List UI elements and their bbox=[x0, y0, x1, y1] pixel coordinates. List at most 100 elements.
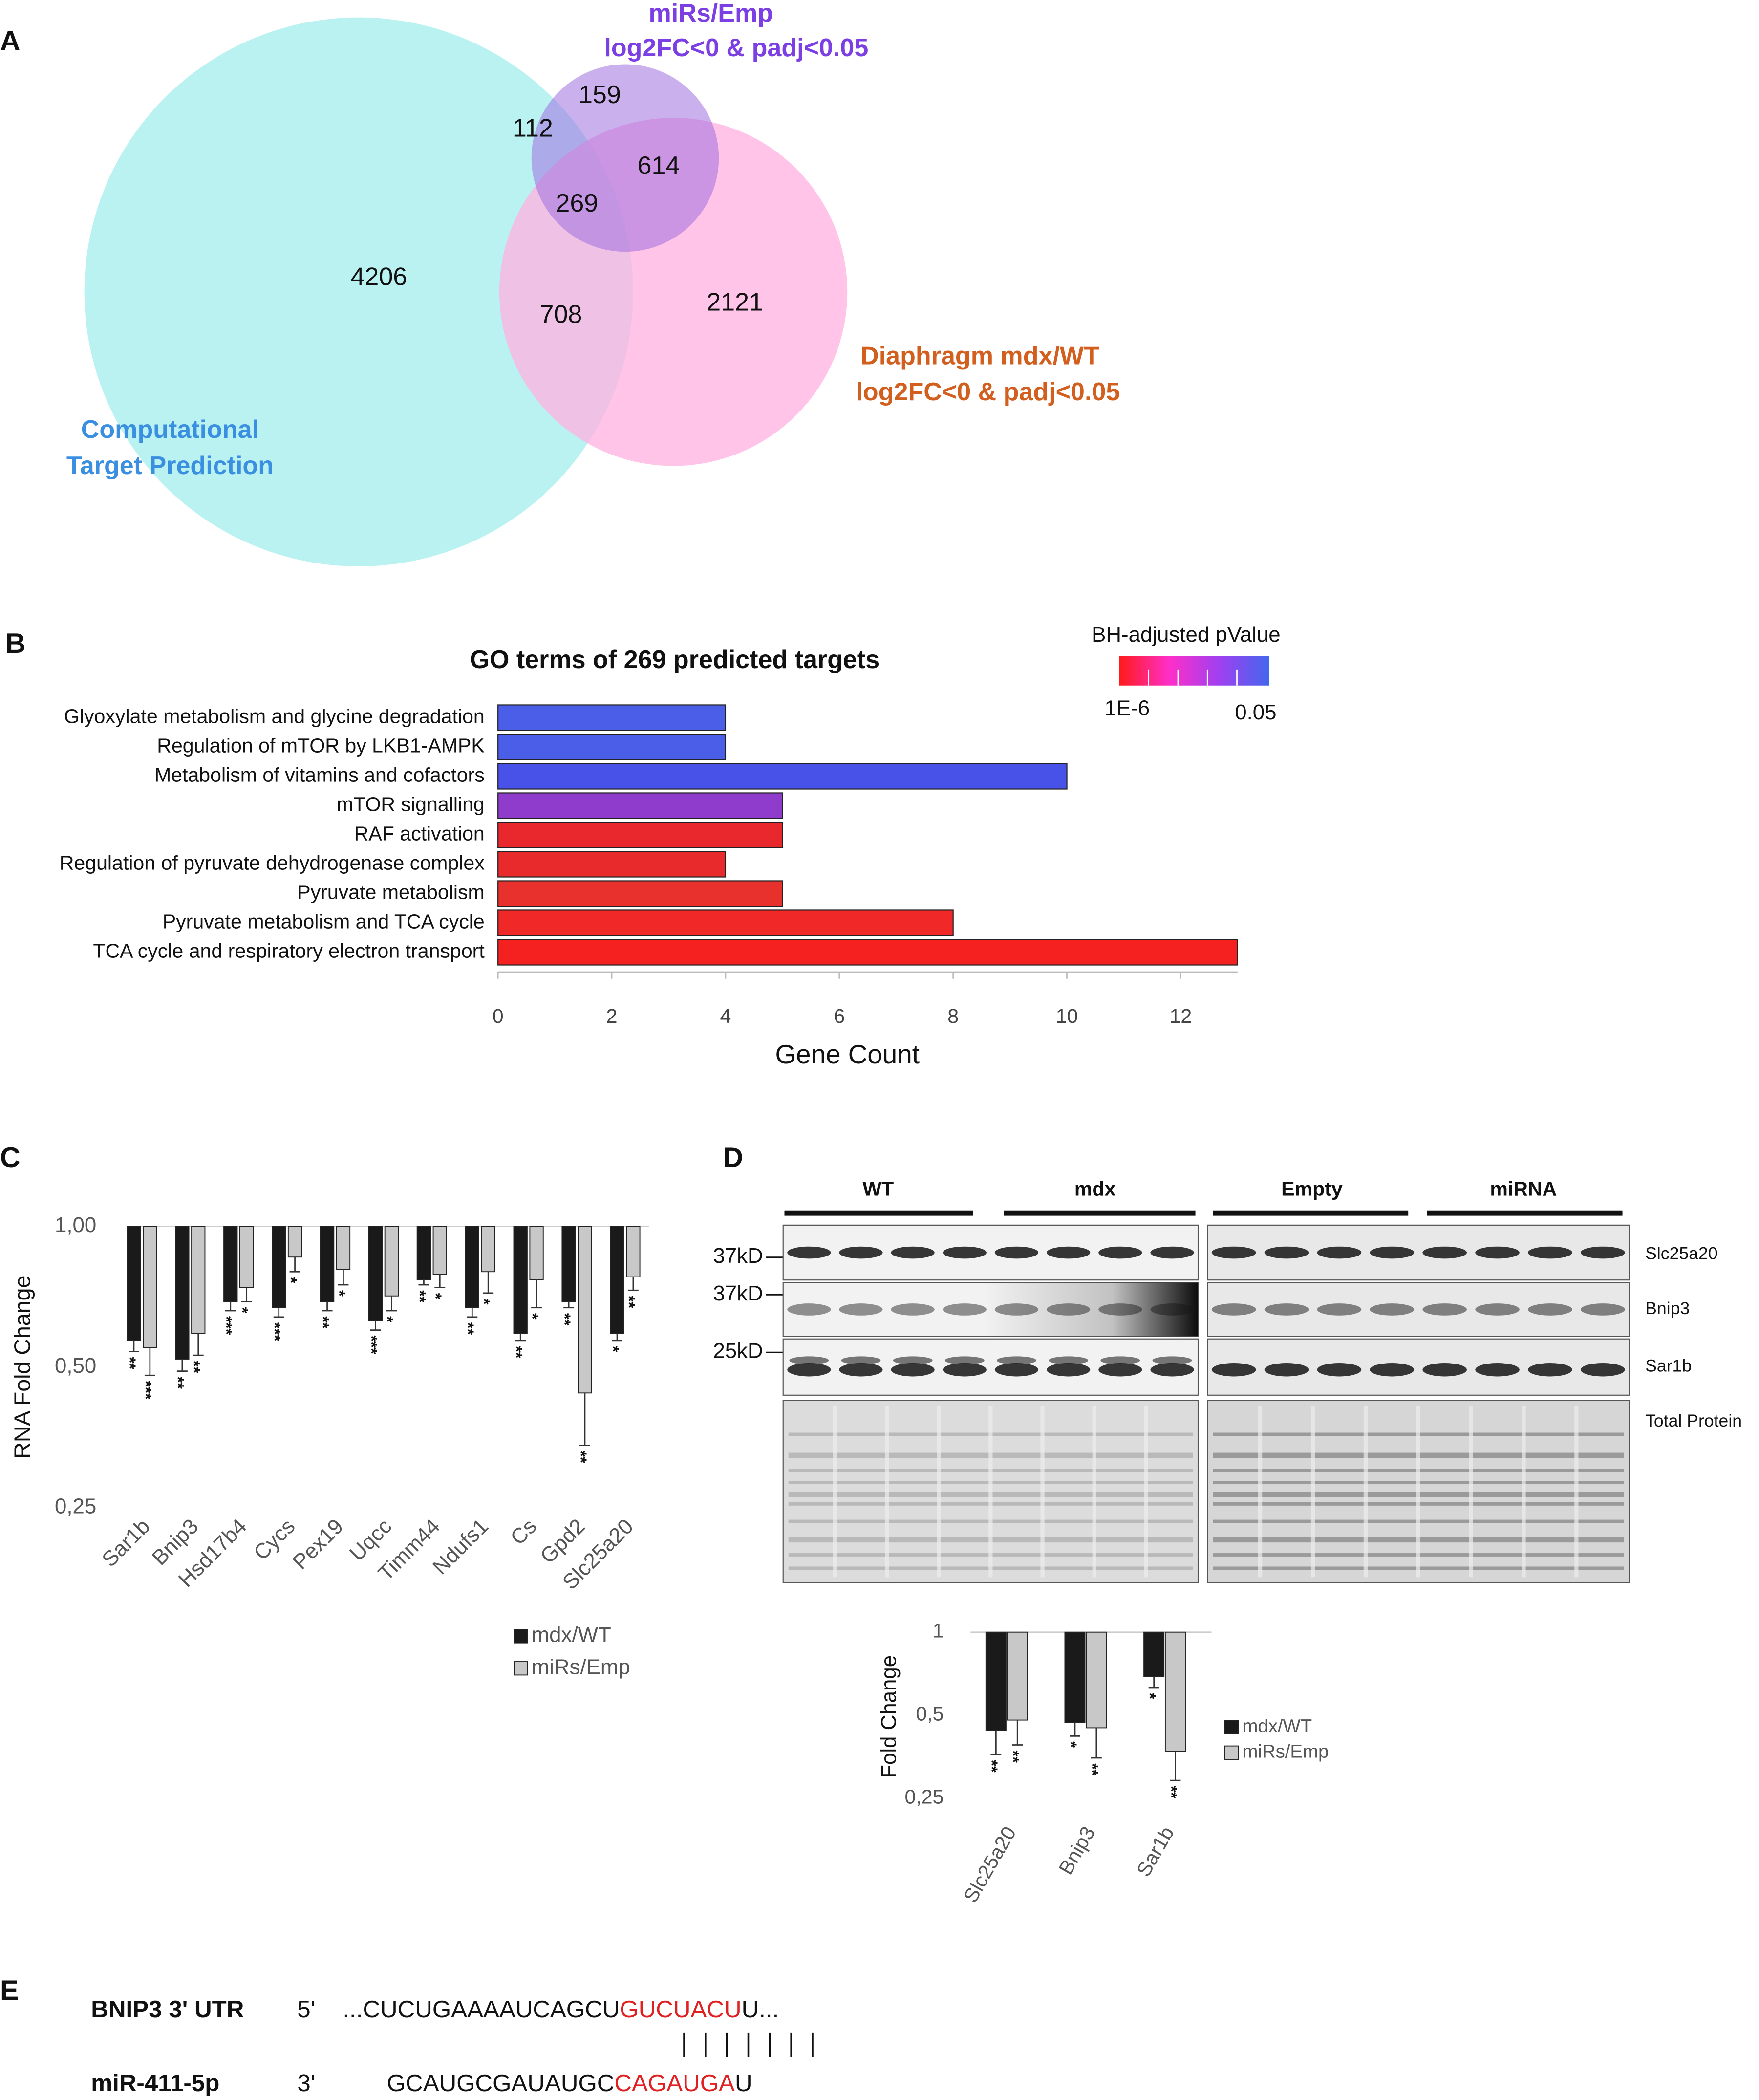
blot-band bbox=[1422, 1246, 1467, 1259]
bar bbox=[175, 1226, 190, 1360]
blot-band bbox=[789, 1356, 829, 1364]
row-label: Sar1b bbox=[1645, 1356, 1692, 1376]
bar bbox=[497, 822, 783, 848]
blot-band bbox=[1098, 1363, 1142, 1377]
legend-swatch bbox=[514, 1661, 528, 1676]
x-tick-label: 10 bbox=[1056, 1005, 1078, 1027]
blot-band bbox=[1475, 1363, 1520, 1377]
y-axis-label: Fold Change bbox=[877, 1655, 901, 1778]
significance: ** bbox=[508, 1346, 526, 1359]
blot-band bbox=[1475, 1303, 1520, 1316]
set-label: Computational bbox=[81, 415, 259, 444]
y-tick-label: 1 bbox=[933, 1620, 944, 1642]
bar bbox=[1164, 1631, 1186, 1752]
bar bbox=[223, 1226, 238, 1302]
significance: * bbox=[234, 1307, 252, 1314]
significance: ** bbox=[1005, 1750, 1023, 1763]
venn-circle bbox=[84, 17, 633, 566]
venn: miRs/Emp log2FC<0 & padj<0.05 Diaphragm … bbox=[66, 0, 1120, 566]
bar bbox=[497, 851, 727, 878]
blot-band bbox=[994, 1246, 1039, 1259]
bar bbox=[1086, 1631, 1107, 1729]
blot-band bbox=[1317, 1363, 1362, 1377]
blot-band bbox=[839, 1246, 883, 1259]
blot-shadow bbox=[984, 1282, 1199, 1337]
significance: ** bbox=[983, 1760, 1001, 1773]
panel-label: A bbox=[0, 25, 21, 57]
blot-band bbox=[839, 1363, 883, 1377]
venn-count: 269 bbox=[556, 189, 598, 217]
y-tick-label: 0,50 bbox=[55, 1354, 96, 1378]
bar bbox=[561, 1226, 576, 1302]
set-label: log2FC<0 & padj<0.05 bbox=[856, 378, 1120, 406]
blot-band bbox=[1211, 1303, 1256, 1316]
chart-title: GO terms of 269 predicted targets bbox=[470, 646, 880, 674]
blot-band bbox=[1370, 1246, 1415, 1259]
blot-band bbox=[997, 1356, 1036, 1364]
x-tick-label: 12 bbox=[1170, 1005, 1192, 1027]
blot-band bbox=[1211, 1363, 1256, 1377]
x-tick-label: Bnip3 bbox=[1054, 1822, 1099, 1878]
x-tick-label: 8 bbox=[947, 1005, 959, 1027]
x-tick-label: Sar1b bbox=[1132, 1822, 1179, 1880]
venn-count: 708 bbox=[540, 300, 582, 328]
blot-band bbox=[1528, 1363, 1572, 1377]
set-label: Diaphragm mdx/WT bbox=[860, 342, 1099, 370]
marker-label: 37kD bbox=[713, 1281, 763, 1305]
y-tick-label: 0,25 bbox=[55, 1494, 96, 1518]
blot-band bbox=[1528, 1303, 1572, 1316]
bar bbox=[191, 1226, 206, 1334]
sequence-name: BNIP3 3' UTR bbox=[91, 1996, 244, 2023]
blot-band bbox=[1581, 1303, 1625, 1316]
significance: ** bbox=[411, 1290, 429, 1303]
x-axis-label: Gene Count bbox=[775, 1039, 920, 1069]
y-tick-label: 1,00 bbox=[55, 1213, 96, 1237]
blot-band bbox=[1581, 1246, 1625, 1259]
bar bbox=[985, 1631, 1007, 1731]
set-label: log2FC<0 & padj<0.05 bbox=[604, 34, 868, 62]
legend-label: mdx/WT bbox=[1242, 1715, 1312, 1736]
blot-band bbox=[787, 1303, 831, 1316]
blot-band bbox=[1047, 1303, 1091, 1316]
x-tick-label: 4 bbox=[720, 1005, 731, 1027]
colorbar bbox=[1119, 656, 1269, 686]
blot-band bbox=[891, 1363, 935, 1377]
sequence-alignment: BNIP3 3' UTR 5' ...CUCUGAAAAUCAGCUGUCUAC… bbox=[91, 1996, 814, 2097]
blot-band bbox=[891, 1246, 935, 1259]
legend-label: miRs/Emp bbox=[1242, 1741, 1329, 1762]
blot-band bbox=[994, 1363, 1039, 1377]
y-tick-label: Regulation of pyruvate dehydrogenase com… bbox=[60, 851, 485, 874]
legend-swatch bbox=[1224, 1745, 1239, 1760]
blot-band bbox=[1264, 1303, 1309, 1316]
legend-swatch bbox=[1224, 1720, 1239, 1734]
significance: * bbox=[427, 1293, 445, 1299]
sequence: ...CUCUGAAAAUCAGCUGUCUACUU... bbox=[343, 1996, 779, 2023]
blot-band bbox=[1150, 1363, 1194, 1377]
x-tick-label: Sar1b bbox=[97, 1514, 154, 1571]
bar bbox=[1143, 1631, 1165, 1677]
colorbar-ticks bbox=[1148, 669, 1238, 686]
set-label: Target Prediction bbox=[66, 452, 274, 480]
blot-band bbox=[891, 1303, 935, 1316]
x-tick-label: 0 bbox=[493, 1005, 504, 1027]
blot-band bbox=[1047, 1363, 1091, 1377]
blot-band bbox=[1422, 1363, 1467, 1377]
significance: ** bbox=[185, 1361, 203, 1373]
blot-band bbox=[1475, 1246, 1520, 1259]
y-tick-label: Pyruvate metabolism bbox=[297, 881, 485, 903]
blot-band bbox=[1150, 1246, 1194, 1259]
x-tick-label: Cs bbox=[506, 1514, 541, 1550]
x-tick-label: Slc25a20 bbox=[959, 1822, 1020, 1906]
y-tick-label: Glyoxylate metabolism and glycine degrad… bbox=[64, 705, 485, 727]
blot-band bbox=[1581, 1363, 1625, 1377]
bar bbox=[127, 1226, 141, 1341]
panel-label: D bbox=[723, 1142, 743, 1173]
bar bbox=[497, 909, 954, 936]
venn-count: 4206 bbox=[350, 263, 407, 291]
venn-count: 2121 bbox=[707, 288, 763, 317]
significance: * bbox=[523, 1313, 541, 1320]
seed-match: GUCUACU bbox=[620, 1996, 741, 2023]
row-label: Total Protein bbox=[1645, 1411, 1742, 1430]
significance: ** bbox=[1162, 1786, 1180, 1798]
